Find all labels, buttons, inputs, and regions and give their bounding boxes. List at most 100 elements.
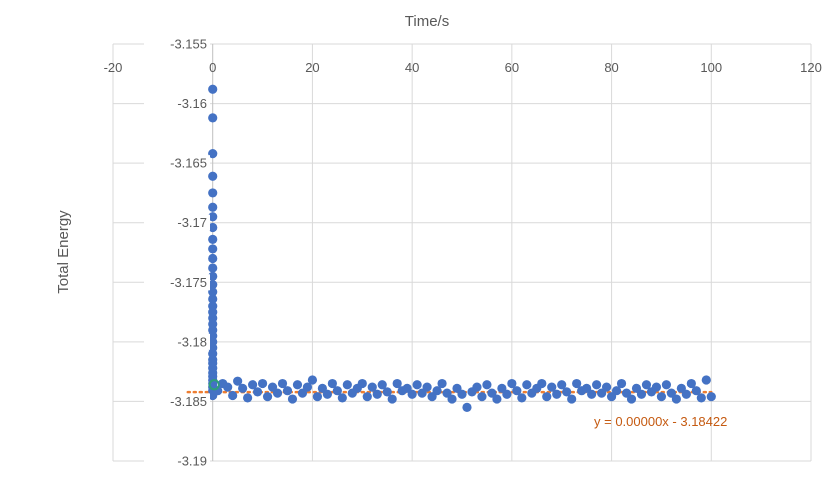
trendline-equation: y = 0.00000x - 3.18422 <box>594 414 727 429</box>
data-point <box>292 380 303 390</box>
data-point <box>432 386 442 396</box>
y-tick-label: -3.155 <box>170 37 207 52</box>
y-tick-label-bg <box>144 95 210 112</box>
data-point <box>626 394 637 404</box>
x-tick-label: 20 <box>305 60 319 75</box>
data-point <box>322 389 332 399</box>
data-point <box>636 389 647 399</box>
x-tick-label: 40 <box>405 60 419 75</box>
x-tick-label: 80 <box>604 60 618 75</box>
data-points <box>208 84 716 412</box>
data-point <box>542 392 552 402</box>
data-point <box>691 386 701 396</box>
data-point <box>422 382 432 392</box>
data-point <box>262 392 273 402</box>
y-tick-label: -3.16 <box>177 96 207 111</box>
data-point <box>412 380 422 390</box>
data-point <box>208 280 218 290</box>
y-tick-label-bg <box>144 214 210 231</box>
data-point <box>482 380 492 390</box>
data-point <box>257 378 268 389</box>
data-point <box>327 378 337 389</box>
x-tick-label: 120 <box>800 60 822 75</box>
data-point <box>208 202 218 212</box>
data-point <box>357 378 367 389</box>
y-tick-label-bg <box>144 36 210 52</box>
y-tick-label-bg <box>144 274 210 291</box>
data-point <box>701 375 711 385</box>
data-point <box>686 378 696 389</box>
data-point <box>477 392 487 402</box>
data-point <box>208 244 218 254</box>
data-point <box>537 378 547 389</box>
data-point <box>208 188 218 198</box>
data-point <box>601 382 612 392</box>
data-point <box>587 389 597 399</box>
data-point <box>651 382 662 392</box>
data-point <box>377 380 387 390</box>
y-tick-label-bg <box>144 393 210 410</box>
data-point <box>287 394 298 404</box>
data-point <box>342 380 352 390</box>
data-point <box>277 378 288 389</box>
data-point <box>272 388 283 398</box>
data-point <box>208 84 218 94</box>
data-point <box>208 113 218 123</box>
data-point <box>248 380 258 390</box>
x-axis-title: Time/s <box>405 13 449 30</box>
data-point <box>243 393 253 403</box>
data-point <box>238 383 248 393</box>
data-point <box>372 389 382 399</box>
tick-labels: -20 0 20 40 60 80 100 120 -3.155 -3.16 -3.165 -3.17… <box>104 36 822 469</box>
data-point <box>517 393 527 403</box>
data-point <box>592 380 602 390</box>
data-point <box>616 378 627 389</box>
y-tick-label-bg <box>144 333 210 350</box>
data-point <box>223 382 233 392</box>
data-point <box>233 376 243 386</box>
data-point <box>522 380 532 390</box>
grid <box>112 43 812 462</box>
y-tick-label: -3.19 <box>177 454 207 469</box>
y-tick-label-bg <box>144 155 210 172</box>
x-tick-label: 0 <box>209 60 216 75</box>
data-point <box>681 389 691 399</box>
y-tick-label: -3.17 <box>177 215 207 230</box>
x-tick-label: 60 <box>505 60 519 75</box>
data-point <box>362 392 372 402</box>
data-point <box>332 386 342 396</box>
data-point <box>337 393 347 403</box>
data-point <box>382 387 392 397</box>
y-axis-title: Total Energy <box>55 210 72 294</box>
data-point <box>447 394 457 404</box>
data-point <box>512 386 522 396</box>
data-point <box>208 149 218 159</box>
data-point <box>611 386 622 396</box>
data-point <box>208 263 218 273</box>
data-point <box>562 387 572 397</box>
data-point <box>457 389 467 399</box>
data-point <box>437 378 447 389</box>
data-point <box>387 394 397 404</box>
data-point <box>656 392 667 402</box>
data-point <box>472 382 482 392</box>
data-point <box>706 392 716 402</box>
data-point <box>661 380 672 390</box>
data-point <box>367 382 377 392</box>
data-point <box>547 382 557 392</box>
data-point <box>312 392 323 402</box>
data-point <box>208 222 218 233</box>
data-point <box>208 287 218 297</box>
y-tick-label: -3.175 <box>170 275 207 290</box>
data-point <box>507 378 517 389</box>
data-point <box>557 380 567 390</box>
data-point <box>228 390 238 401</box>
data-point <box>407 389 417 399</box>
data-point <box>208 212 218 222</box>
data-point <box>208 234 218 244</box>
data-point <box>492 394 502 404</box>
data-point <box>567 394 577 404</box>
data-point <box>502 389 512 399</box>
data-point <box>282 386 293 396</box>
